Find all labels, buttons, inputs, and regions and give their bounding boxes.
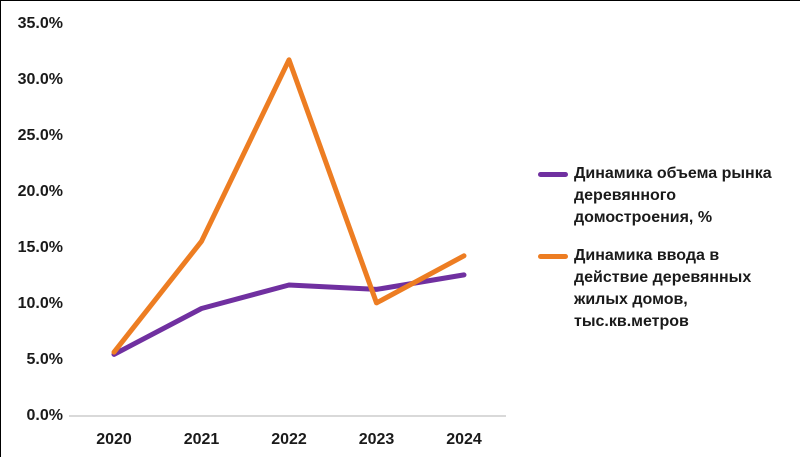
y-tick-label: 35.0%	[17, 15, 63, 32]
x-tick-label: 2022	[271, 431, 307, 448]
y-tick-label: 10.0%	[17, 295, 63, 312]
y-tick-label: 30.0%	[17, 71, 63, 88]
y-tick-label: 15.0%	[17, 239, 63, 256]
y-tick-label: 25.0%	[17, 127, 63, 144]
legend-marker-purple-line-icon	[538, 172, 568, 177]
x-axis-line	[69, 415, 506, 417]
x-tick-label: 2023	[358, 431, 395, 448]
series-line-1	[111, 57, 467, 355]
legend: Динамика объема рынка деревянного домост…	[538, 163, 796, 333]
y-tick-label: 0.0%	[26, 407, 63, 424]
x-tick-label: 2020	[96, 431, 132, 448]
legend-label-market-volume: Динамика объема рынка деревянного домост…	[574, 165, 772, 226]
legend-marker-orange-line-icon	[538, 254, 568, 259]
legend-item-housing-commissioning: Динамика ввода в действие деревянных жил…	[538, 245, 796, 333]
x-tick-label: 2021	[183, 431, 220, 448]
y-tick-label: 20.0%	[17, 183, 63, 200]
legend-label-housing-commissioning: Динамика ввода в действие деревянных жил…	[574, 247, 752, 330]
x-tick-label: 2024	[446, 431, 482, 448]
y-tick-label: 5.0%	[26, 351, 63, 368]
legend-item-market-volume: Динамика объема рынка деревянного домост…	[538, 163, 796, 229]
